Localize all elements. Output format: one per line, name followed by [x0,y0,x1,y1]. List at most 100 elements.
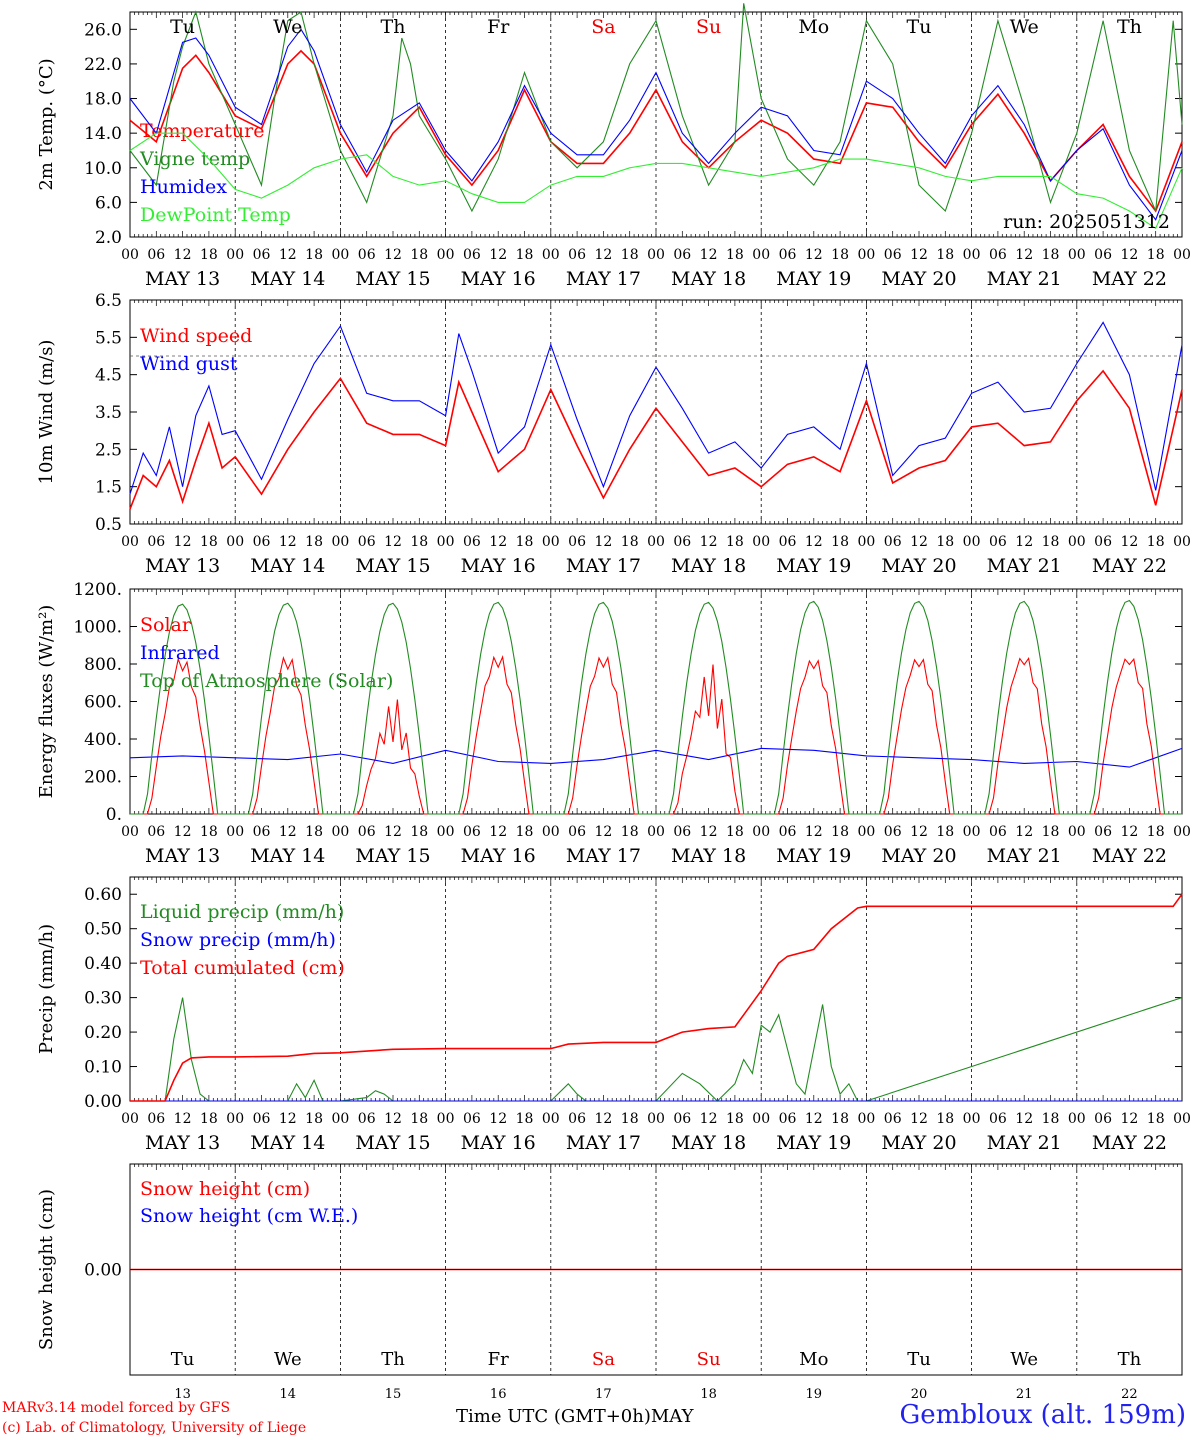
series-line-4-1 [130,997,1183,1102]
hour-tick-label: 06 [673,534,691,550]
hour-tick-label: 12 [910,247,928,263]
weekday-label-top: We [273,16,302,38]
hour-tick-label: 18 [936,824,954,840]
date-label: MAY 20 [881,845,956,867]
hour-tick-label: 00 [331,247,349,263]
hour-tick-label: 06 [673,824,691,840]
hour-tick-label: 06 [989,824,1007,840]
legend-entry: Wind speed [140,325,252,347]
date-label: MAY 19 [776,268,851,290]
date-label: MAY 15 [355,268,430,290]
hour-tick-label: 18 [200,534,218,550]
hour-tick-label: 18 [1147,534,1165,550]
hour-tick-label: 12 [384,824,402,840]
date-label: MAY 18 [671,268,746,290]
lab-credit: (c) Lab. of Climatology, University of L… [2,1420,307,1436]
hour-tick-label: 06 [884,824,902,840]
hour-tick-label: 06 [253,534,271,550]
y-tick-label: 6.5 [95,291,122,311]
hour-tick-label: 12 [1120,534,1138,550]
hour-tick-label: 18 [305,534,323,550]
date-label: MAY 18 [671,1132,746,1154]
legend-entry: Vigne temp [139,148,250,170]
y-tick-label: 0.40 [84,954,122,974]
series-line-1-4 [129,132,1183,230]
hour-tick-label: 00 [226,247,244,263]
y-tick-label: 400. [84,730,122,750]
y-tick-label: 0.00 [84,1092,122,1112]
date-label: MAY 17 [566,555,641,577]
y-axis-label: Snow height (cm) [36,1189,57,1350]
hour-tick-label: 06 [253,1111,271,1127]
y-tick-label: 3.5 [95,403,122,423]
weekday-label-bottom: We [1010,1349,1038,1370]
legend-entry: Snow precip (mm/h) [140,929,336,951]
hour-tick-label: 18 [305,247,323,263]
hour-tick-label: 18 [410,824,428,840]
hour-tick-label: 00 [1068,1111,1086,1127]
run-label: run: 2025051312 [1003,211,1170,233]
hour-tick-label: 12 [489,824,507,840]
y-tick-label: 18.0 [84,90,122,110]
weekday-label-bottom: We [274,1349,302,1370]
weekday-label-bottom: Th [381,1349,405,1370]
date-label: MAY 14 [250,845,325,867]
plot-frame [129,588,1183,815]
hour-tick-label: 06 [1094,247,1112,263]
y-tick-label: 0.20 [84,1023,122,1043]
date-label: MAY 13 [145,555,220,577]
date-label: MAY 17 [566,1132,641,1154]
hour-tick-label: 12 [1120,247,1138,263]
weekday-label-top: Su [696,16,721,38]
hour-tick-label: 18 [831,247,849,263]
legend-entry: Snow height (cm W.E.) [140,1205,358,1227]
hour-tick-label: 06 [884,247,902,263]
hour-tick-label: 06 [989,534,1007,550]
hour-tick-label: 00 [121,824,139,840]
weekday-label-bottom: Fr [488,1349,509,1370]
hour-tick-label: 18 [936,534,954,550]
hour-tick-label: 00 [1068,824,1086,840]
hour-tick-label: 12 [910,1111,928,1127]
hour-tick-label: 00 [121,1111,139,1127]
y-tick-label: 0.30 [84,989,122,1009]
hour-tick-label: 12 [594,824,612,840]
hour-tick-label: 06 [253,824,271,840]
day-number-label: 18 [700,1387,717,1402]
hour-tick-label: 12 [489,1111,507,1127]
hour-tick-label: 06 [779,247,797,263]
hour-tick-label: 06 [568,824,586,840]
hour-tick-label: 12 [700,824,718,840]
date-label: MAY 13 [145,845,220,867]
date-label: MAY 22 [1092,555,1167,577]
weekday-label-top: Tu [170,16,195,38]
hour-tick-label: 18 [200,247,218,263]
hour-tick-label: 12 [594,247,612,263]
hour-tick-label: 18 [516,824,534,840]
date-label: MAY 21 [987,268,1062,290]
x-axis-month: MAY [650,1406,694,1427]
y-tick-label: 10.0 [84,159,122,179]
hour-tick-label: 06 [253,247,271,263]
hour-tick-label: 00 [752,1111,770,1127]
hour-tick-label: 06 [147,534,165,550]
hour-tick-label: 00 [1068,247,1086,263]
legend-entry: Snow height (cm) [140,1178,310,1200]
hour-tick-label: 18 [200,824,218,840]
chart-panel-2: 0.5 1.5 2.5 3.5 4.5 5.5 6.5 10m Wind (m/s) 00 06 1… [36,291,1191,577]
date-label: MAY 13 [145,268,220,290]
hour-tick-label: 12 [279,1111,297,1127]
date-label: MAY 16 [461,555,536,577]
date-label: MAY 16 [461,1132,536,1154]
day-number-label: 17 [595,1387,612,1402]
hour-tick-label: 06 [147,1111,165,1127]
hour-tick-label: 18 [726,534,744,550]
hour-tick-label: 12 [1015,1111,1033,1127]
weekday-label-top: Mo [798,16,829,38]
legend-entry: Wind gust [140,353,238,375]
hour-tick-label: 00 [542,1111,560,1127]
hour-tick-label: 18 [516,1111,534,1127]
hour-tick-label: 18 [621,1111,639,1127]
hour-tick-label: 00 [647,534,665,550]
hour-tick-label: 18 [200,1111,218,1127]
